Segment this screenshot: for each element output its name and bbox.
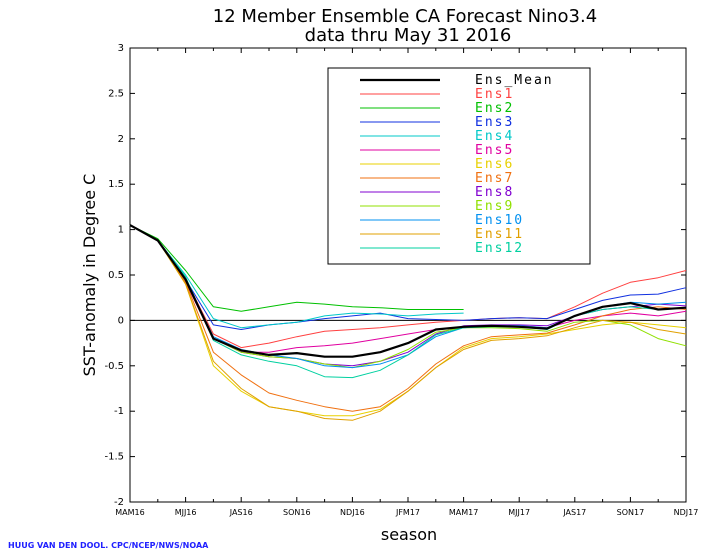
x-tick-label: MAM17	[449, 508, 478, 517]
legend-label: Ens11	[475, 227, 524, 242]
series-line-ens12	[129, 224, 687, 379]
series-line-ens2	[129, 224, 464, 312]
y-tick-label: -1.5	[104, 452, 124, 463]
x-tick-label: MAM16	[115, 508, 144, 517]
legend-label: Ens7	[475, 171, 514, 186]
x-tick-label: JFM17	[395, 508, 420, 517]
legend-label: Ens8	[475, 185, 514, 200]
series-line-ens11	[129, 224, 687, 421]
y-axis-title: SST-anomaly in Degree C	[80, 174, 99, 377]
x-tick-label: JAS17	[562, 508, 586, 517]
x-tick-label: SON16	[283, 508, 311, 517]
chart-subtitle: data thru May 31 2016	[305, 25, 512, 46]
y-tick-label: 1	[118, 225, 124, 236]
legend-label: Ens_Mean	[475, 73, 554, 88]
legend-label: Ens6	[475, 157, 514, 172]
series-line-ens7	[129, 224, 687, 412]
credit-text: HUUG VAN DEN DOOL. CPC/NCEP/NWS/NOAA	[8, 541, 209, 550]
y-tick-label: 2.5	[108, 88, 124, 99]
x-axis: MAM16 MJJ16 JAS16 SON16 NDJ16 JFM17 MAM17 MJJ17…	[115, 48, 698, 517]
y-tick-label: -1	[114, 406, 124, 417]
legend-label: Ens5	[475, 143, 514, 158]
y-tick-label: 3	[118, 43, 124, 54]
legend: Ens_MeanEns1Ens2Ens3Ens4Ens5Ens6Ens7Ens8…	[360, 73, 554, 256]
series-line-ens4	[129, 224, 464, 329]
legend-label: Ens1	[475, 87, 514, 102]
x-tick-label: JAS16	[229, 508, 253, 517]
series-line-ens1	[129, 224, 687, 349]
chart-title: 12 Member Ensemble CA Forecast Nino3.4	[213, 6, 597, 27]
legend-label: Ens3	[475, 115, 514, 130]
legend-label: Ens4	[475, 129, 514, 144]
y-tick-label: 1.5	[108, 179, 124, 190]
series-line-ens-mean	[129, 224, 687, 358]
x-tick-label: NDJ17	[674, 508, 699, 517]
series-line-ens3	[129, 224, 687, 330]
x-axis-title: season	[381, 525, 437, 544]
y-tick-label: 0.5	[108, 270, 124, 281]
y-tick-label: 2	[118, 134, 124, 145]
y-tick-label: -2	[114, 497, 124, 508]
legend-label: Ens2	[475, 101, 514, 116]
y-tick-label: -0.5	[104, 361, 124, 372]
y-tick-label: 0	[118, 315, 124, 326]
series-lines	[129, 224, 687, 421]
x-tick-label: NDJ16	[340, 508, 365, 517]
legend-label: Ens10	[475, 213, 524, 228]
legend-label: Ens9	[475, 199, 514, 214]
x-tick-label: MJJ17	[508, 508, 530, 517]
legend-label: Ens12	[475, 241, 524, 256]
x-tick-label: MJJ16	[175, 508, 197, 517]
legend-box	[327, 67, 591, 265]
x-tick-label: SON17	[617, 508, 645, 517]
